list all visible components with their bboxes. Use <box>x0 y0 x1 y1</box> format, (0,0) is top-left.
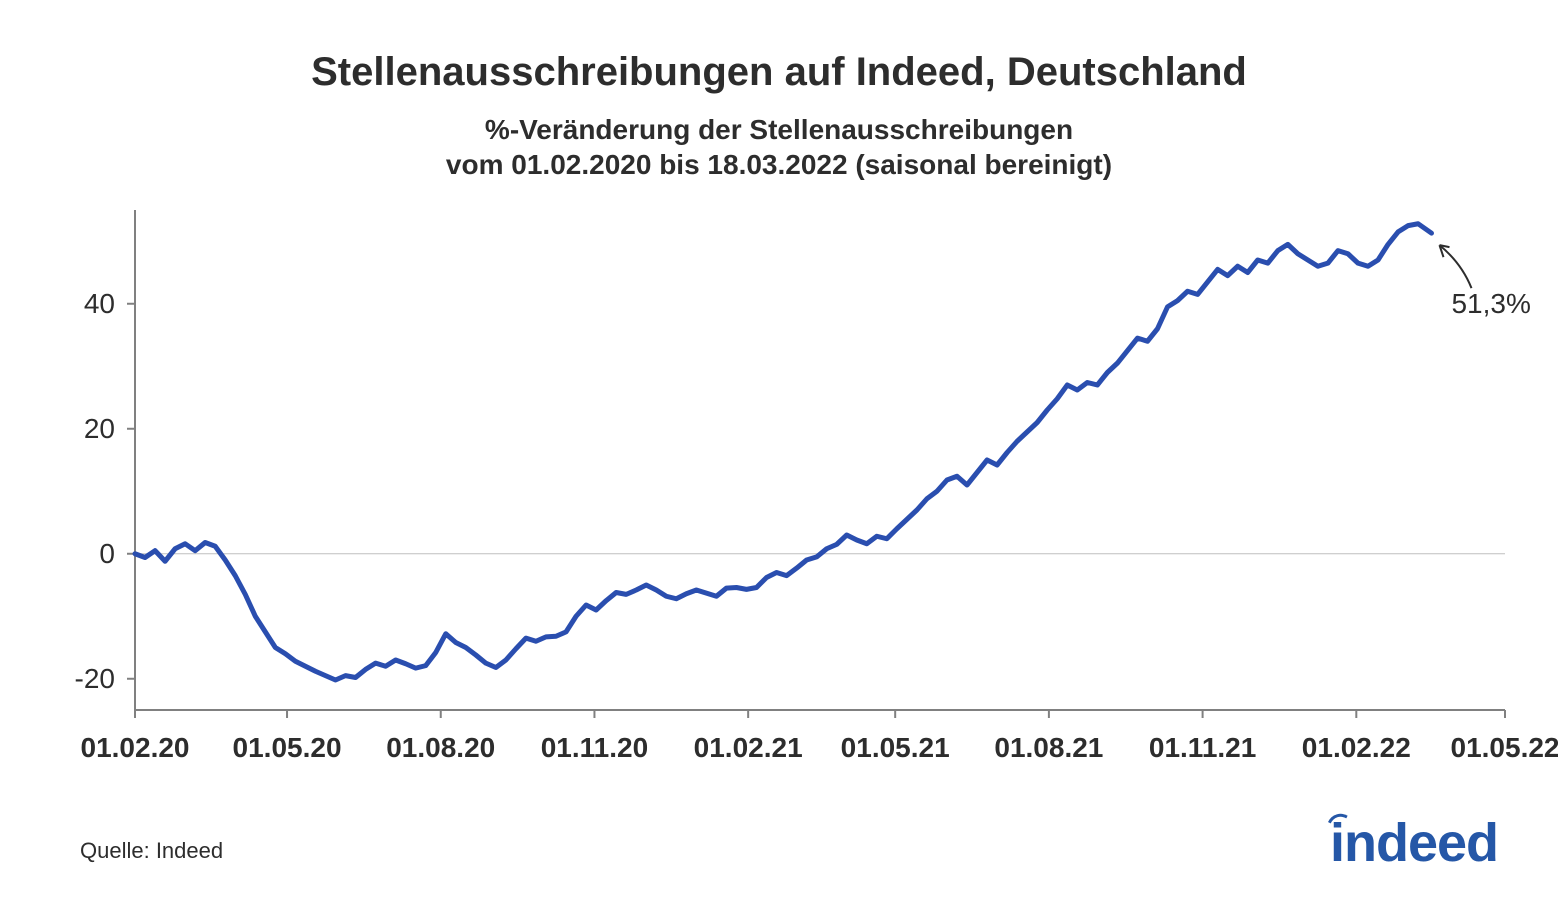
data-line <box>135 224 1431 680</box>
chart-svg <box>135 210 1505 710</box>
chart-title: Stellenausschreibungen auf Indeed, Deuts… <box>0 50 1558 95</box>
annotation-arrow <box>1439 245 1471 288</box>
x-tick-label: 01.05.21 <box>841 732 950 764</box>
annotation-label: 51,3% <box>1451 288 1530 320</box>
x-tick-label: 01.02.20 <box>81 732 190 764</box>
x-tick-label: 01.05.20 <box>233 732 342 764</box>
x-tick-label: 01.02.21 <box>694 732 803 764</box>
indeed-logo: indeed <box>1330 812 1498 874</box>
x-tick-label: 01.02.22 <box>1302 732 1411 764</box>
x-tick-label: 01.11.20 <box>541 732 648 764</box>
x-tick-label: 01.05.22 <box>1451 732 1558 764</box>
x-tick-label: 01.08.21 <box>994 732 1103 764</box>
logo-text: indeed <box>1330 813 1498 873</box>
source-label: Quelle: Indeed <box>80 838 223 864</box>
y-tick-label: 20 <box>35 413 115 445</box>
y-tick-label: 40 <box>35 288 115 320</box>
x-tick-label: 01.11.21 <box>1149 732 1256 764</box>
chart-subtitle: %-Veränderung der Stellenausschreibungen… <box>0 112 1558 182</box>
x-tick-label: 01.08.20 <box>386 732 495 764</box>
y-tick-label: -20 <box>35 663 115 695</box>
chart-container: Stellenausschreibungen auf Indeed, Deuts… <box>0 0 1558 904</box>
y-tick-label: 0 <box>35 538 115 570</box>
annotation-arrowhead <box>1439 245 1449 257</box>
plot-area: -200204001.02.2001.05.2001.08.2001.11.20… <box>135 210 1505 710</box>
